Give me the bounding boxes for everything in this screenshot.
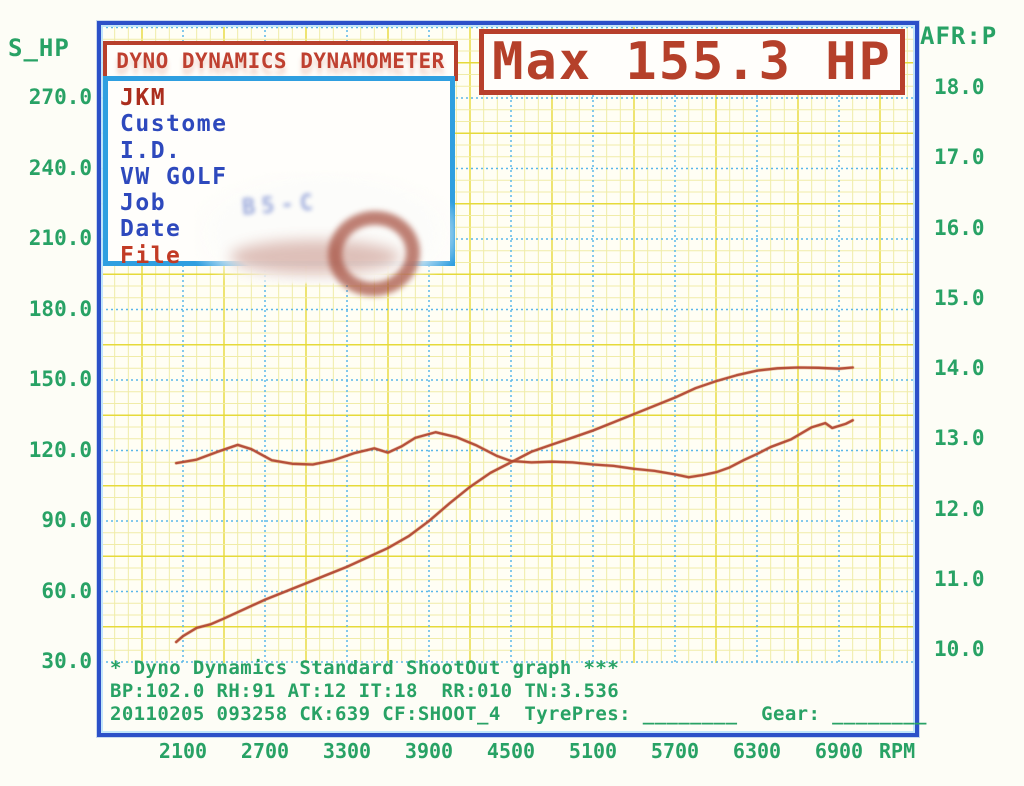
y-left-tick-label: 60.0 <box>41 578 92 603</box>
y-left-tick-label: 270.0 <box>28 85 92 109</box>
info-line-job: Job <box>120 190 167 217</box>
x-tick-label: 2100 <box>158 739 208 763</box>
y-left-tick-label: 180.0 <box>28 296 92 321</box>
x-tick-label: 3900 <box>404 739 454 763</box>
y-left-tick-label: 90.0 <box>41 508 92 532</box>
y-right-tick-label: 16.0 <box>934 215 985 240</box>
power-curve <box>175 366 854 644</box>
y-left-tick-label: 120.0 <box>28 437 92 462</box>
info-line-id: I.D. <box>120 137 182 164</box>
y-right-tick-label: 18.0 <box>934 75 985 99</box>
x-tick-label: 4500 <box>486 739 536 763</box>
y-left-tick-label: 210.0 <box>28 226 92 250</box>
x-tick-label: 6900 <box>814 739 864 763</box>
y-right-tick-label: 15.0 <box>934 285 985 310</box>
afr-curve <box>175 419 854 479</box>
max-power-box: Max 155.3 HP <box>479 29 905 95</box>
x-axis-unit: RPM <box>879 739 916 763</box>
footer-line-conditions: BP:102.0 RH:91 AT:12 IT:18 RR:010 TN:3.5… <box>110 680 620 702</box>
brand-title: DYNO DYNAMICS DYNAMOMETER <box>116 49 445 73</box>
y-right-tick-label: 14.0 <box>934 356 985 380</box>
y-left-axis-title: S_HP <box>8 34 70 62</box>
max-power-label: Max 155.3 HP <box>492 32 892 92</box>
y-right-tick-label: 13.0 <box>934 426 985 451</box>
x-tick-label: 5100 <box>568 739 618 763</box>
y-right-axis-title: AFR:P <box>920 22 998 50</box>
info-line-date: Date <box>120 216 182 243</box>
y-right-tick-label: 17.0 <box>934 145 985 170</box>
info-line-vehicle: VW GOLF <box>120 163 228 190</box>
x-tick-label: 2700 <box>240 739 290 763</box>
info-line-customer: Custome <box>120 111 228 138</box>
info-line-operator: JKM <box>120 85 167 111</box>
y-right-tick-label: 10.0 <box>934 637 985 661</box>
x-tick-label: 6300 <box>732 739 782 763</box>
y-left-tick-label: 240.0 <box>28 155 92 180</box>
x-tick-label: 5700 <box>650 739 700 763</box>
info-panel: JKM Custome I.D. VW GOLF Job Date File <box>103 76 455 269</box>
info-line-file: File <box>120 242 182 269</box>
footer-line-run-info: 20110205 093258 CK:639 CF:SHOOT_4 TyrePr… <box>110 703 927 725</box>
y-right-tick-label: 11.0 <box>934 566 985 591</box>
y-right-tick-label: 12.0 <box>934 496 985 521</box>
brand-title-box: DYNO DYNAMICS DYNAMOMETER <box>103 41 458 81</box>
x-tick-label: 3300 <box>322 739 372 763</box>
y-left-tick-label: 30.0 <box>41 649 92 673</box>
y-left-tick-label: 150.0 <box>28 367 92 391</box>
footer-line-graph-type: * Dyno Dynamics Standard ShootOut graph … <box>110 657 620 679</box>
